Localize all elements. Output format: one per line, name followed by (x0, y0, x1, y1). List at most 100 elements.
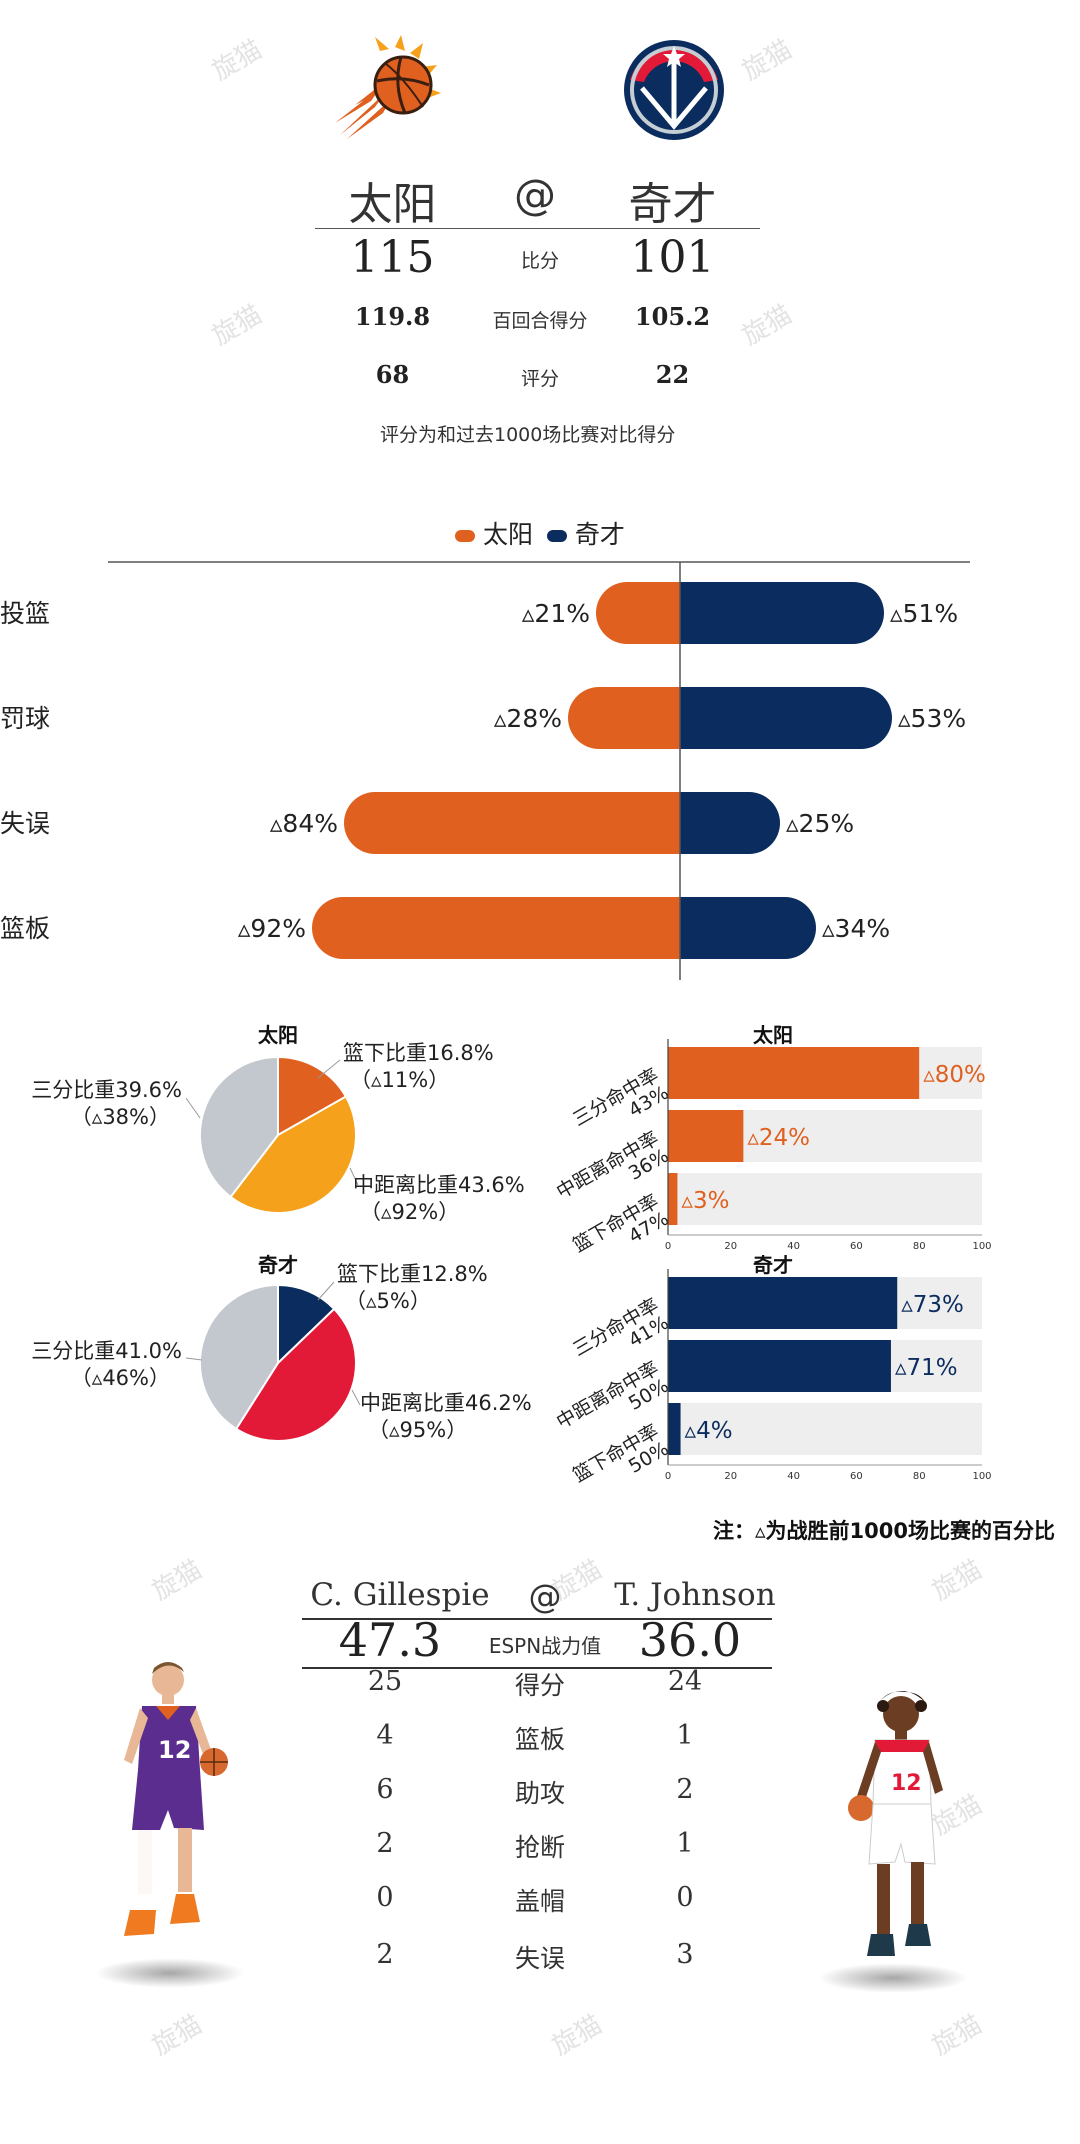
wizards-bar (680, 687, 892, 749)
wizards-bar-label: ▵51% (890, 599, 958, 628)
hbar-bar (668, 1340, 891, 1392)
left-player-name: C. Gillespie (310, 1577, 490, 1613)
category-label: 失误 (0, 809, 50, 838)
right-player-name: T. Johnson (614, 1577, 776, 1613)
hbar-title: 奇才 (753, 1255, 793, 1277)
vs-at-sign: @ (514, 170, 556, 219)
suns-bar-label: ▵28% (494, 704, 562, 733)
watermark-text: 旋猫 (927, 2009, 988, 2062)
footnote: 注：▵为战胜前1000场比赛的百分比 (713, 1519, 1055, 1543)
player-divider-top (302, 1618, 772, 1620)
hbar-tick-label: 40 (787, 1241, 800, 1252)
wizards-bar (680, 582, 884, 644)
hbar-bar (668, 1403, 681, 1455)
watermark-text: 旋猫 (547, 2009, 608, 2062)
home-team-name: 太阳 (348, 179, 437, 230)
watermark-text: 旋猫 (147, 1554, 208, 1607)
pie-slice-sublabel: （▵92%） (360, 1200, 459, 1224)
pie-slice (199, 1283, 279, 1431)
category-label: 篮板 (0, 914, 50, 943)
stat-label: 失误 (514, 1944, 565, 1973)
legend-suns-swatch (455, 530, 475, 542)
suns-bar-label: ▵84% (270, 809, 338, 838)
pie-slice (277, 1283, 336, 1366)
stat-label: 得分 (514, 1671, 565, 1700)
hbar-value-label: ▵71% (895, 1355, 958, 1381)
diverging-bar-chart: 投篮 ▵21% ▵51% 罚球 ▵28% ▵53% 失误 ▵84% ▵25% 篮板 ▵92% ▵34% (0, 561, 970, 980)
player-at-sign: @ (528, 1577, 562, 1616)
watermark-text: 旋猫 (737, 34, 798, 87)
legend-wizards-swatch (546, 530, 567, 542)
hbar-tick-label: 60 (850, 1471, 863, 1482)
left-player-stat: 6 (376, 1774, 394, 1805)
pie-slice-sublabel: （▵46%） (71, 1366, 170, 1390)
watermark-text: 旋猫 (207, 299, 268, 352)
hbar-bar (668, 1173, 678, 1225)
hbar-tick-label: 80 (913, 1241, 926, 1252)
pie-slice-label: 三分比重41.0% (31, 1339, 182, 1363)
left-player-stat: 0 (376, 1882, 394, 1913)
hbar-value-label: ▵3% (681, 1188, 729, 1214)
left-player-stat: 2 (376, 1939, 394, 1970)
home-per100: 119.8 (354, 302, 431, 331)
hbar-tick-label: 20 (724, 1241, 737, 1252)
hbar-value-label: ▵80% (923, 1062, 986, 1088)
pie-slice-label: 三分比重39.6% (31, 1078, 182, 1102)
left-player-stat: 25 (367, 1666, 403, 1697)
stat-label: 抢断 (514, 1833, 565, 1862)
wizards-shot-distribution-pie: 奇才 篮下比重12.8% （▵5%） 中距离比重46.2% （▵95%） 三分比重41.0… (31, 1253, 532, 1442)
suns-bar-label: ▵92% (238, 914, 306, 943)
row-label-score: 比分 (520, 250, 559, 272)
left-player-stat: 4 (376, 1720, 394, 1751)
pie-slice-label: 中距离比重46.2% (360, 1391, 532, 1415)
suns-bar-label: ▵21% (522, 599, 590, 628)
watermark-text: 旋猫 (207, 34, 268, 87)
pie-leader-line (349, 1167, 359, 1186)
left-player-shadow (95, 1958, 245, 1988)
chart1-legend: 太阳 奇才 (455, 515, 625, 551)
wizards-logo (622, 38, 727, 143)
hbar-tick-label: 60 (850, 1241, 863, 1252)
left-jersey-number: 12 (158, 1736, 191, 1764)
hbar-tick-label: 100 (972, 1241, 991, 1252)
row-label-per100: 百回合得分 (492, 310, 588, 332)
watermark-text: 旋猫 (927, 1554, 988, 1607)
watermark-text: 旋猫 (147, 2009, 208, 2062)
watermark-text: 旋猫 (737, 299, 798, 352)
right-jersey-number: 12 (891, 1771, 922, 1796)
right-player-stat: 3 (676, 1939, 694, 1970)
wizards-bar-label: ▵53% (898, 704, 966, 733)
away-per100: 105.2 (634, 302, 711, 331)
hbar-bar (668, 1047, 920, 1099)
pie-slice (199, 1055, 279, 1199)
right-player-shadow (818, 1963, 968, 1993)
right-player-stat: 2 (676, 1774, 694, 1805)
wizards-bar-label: ▵25% (786, 809, 854, 838)
wizards-bar-label: ▵34% (822, 914, 890, 943)
pie-slice (234, 1307, 357, 1442)
hbar-tick-label: 0 (665, 1241, 671, 1252)
hbar-tick-label: 80 (913, 1471, 926, 1482)
hbar-tick-label: 20 (724, 1471, 737, 1482)
suns-bar (344, 792, 680, 854)
hbar-value-label: ▵73% (901, 1292, 964, 1318)
right-player-stat: 1 (676, 1720, 694, 1751)
wizards-bar (680, 792, 780, 854)
legend-suns-label: 太阳 (482, 520, 533, 549)
player-divider-bottom (302, 1667, 772, 1669)
away-score: 101 (630, 232, 715, 283)
suns-bar (312, 897, 680, 959)
pie-slice (277, 1055, 348, 1137)
pie-leader-line (185, 1357, 203, 1361)
pie-leader-line (351, 1389, 361, 1406)
pie-slice-sublabel: （▵38%） (71, 1105, 170, 1129)
pie-leader-line (317, 1281, 335, 1301)
pie-slice-label: 篮下比重16.8% (343, 1041, 494, 1065)
suns-bar (568, 687, 680, 749)
legend-wizards-label: 奇才 (574, 520, 625, 549)
pie-leader-line (317, 1059, 341, 1079)
